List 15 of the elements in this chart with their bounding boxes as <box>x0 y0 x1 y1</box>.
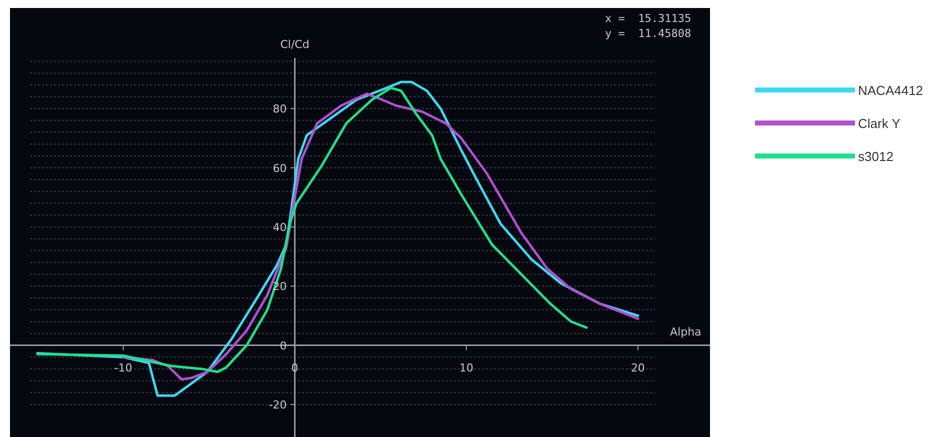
annotation: y = 11.45808 <box>605 27 692 40</box>
y-tick-label: 40 <box>272 220 287 234</box>
y-tick-label: 80 <box>272 102 287 116</box>
text: NACA4412 <box>858 83 924 98</box>
annotation: x = 15.31135 <box>605 12 692 25</box>
text: Clark Y <box>858 116 901 131</box>
x-axis-title: Alpha <box>670 325 702 338</box>
line-series <box>36 86 588 374</box>
text: s3012 <box>858 149 894 164</box>
x-tick-label: 20 <box>630 361 645 374</box>
y-axis-title: Cl/Cd <box>280 38 310 51</box>
y-tick-label: 60 <box>272 162 287 175</box>
x-tick-label: 10 <box>459 361 474 374</box>
y-tick-label: -20 <box>268 398 287 412</box>
x-tick-label: -10 <box>114 361 132 374</box>
